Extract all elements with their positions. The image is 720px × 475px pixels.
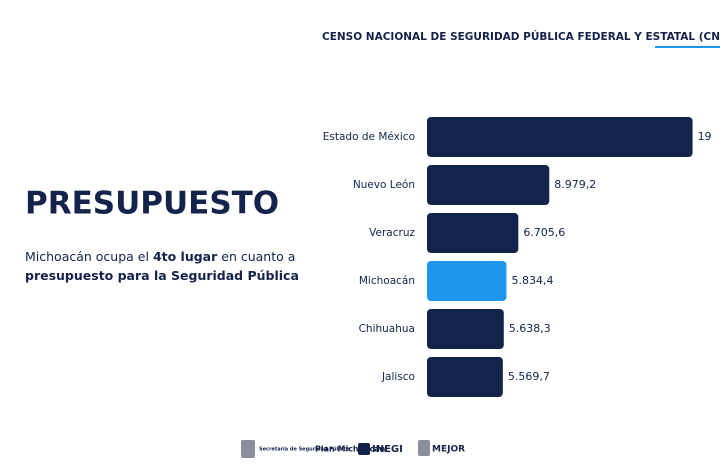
category-label: Michoacán	[359, 275, 415, 287]
header-title: CENSO NACIONAL DE SEGURIDAD PÚBLICA FEDE…	[322, 30, 720, 43]
category-label: Nuevo León	[353, 179, 415, 191]
description-segment: Michoacán ocupa el	[25, 249, 153, 264]
bar	[427, 261, 507, 301]
footer-logo-text: INEGI	[372, 444, 403, 455]
logo-icon	[418, 440, 430, 456]
footer-logo-text: Plan Michoacán	[315, 445, 386, 454]
bar	[427, 357, 503, 397]
value-label: 8.979,2	[554, 178, 596, 191]
bar	[427, 165, 550, 205]
value-label: 6.705,6	[523, 226, 565, 239]
description-segment: 4to lugar	[153, 249, 218, 264]
category-label: Chihuahua	[359, 323, 415, 335]
bar	[427, 309, 504, 349]
slide-title: PRESUPUESTO	[25, 186, 279, 222]
category-label: Estado de México	[323, 131, 415, 143]
value-label: 5.638,3	[509, 322, 551, 335]
bar	[427, 213, 519, 253]
footer-logo-text: Secretaría de Seguridad Pública	[259, 446, 350, 453]
category-label: Jalisco	[381, 371, 415, 383]
value-label: 5.569,7	[508, 370, 550, 383]
description-line: Michoacán ocupa el 4to lugar en cuanto a	[25, 249, 295, 264]
logo-icon	[241, 440, 255, 458]
value-label: 5.834,4	[511, 274, 553, 287]
description-line: presupuesto para la Seguridad Pública	[25, 268, 299, 283]
value-label: 19	[698, 130, 712, 143]
description-segment: en cuanto a	[217, 249, 295, 264]
logo-icon	[358, 443, 370, 455]
description-segment: presupuesto para la Seguridad Pública	[25, 268, 299, 283]
category-label: Veracruz	[369, 227, 415, 239]
bar	[427, 117, 693, 157]
footer-logo-text: MEJOR	[432, 445, 465, 455]
